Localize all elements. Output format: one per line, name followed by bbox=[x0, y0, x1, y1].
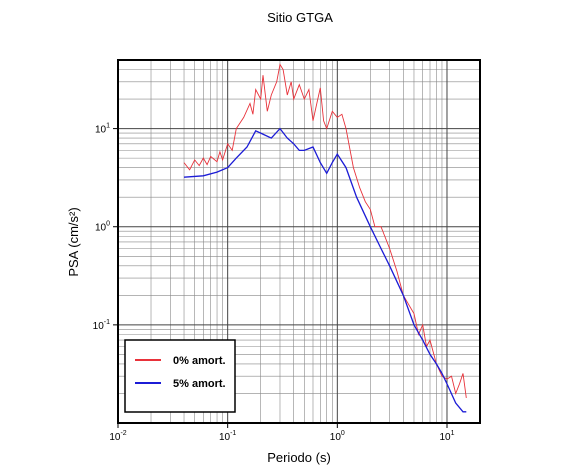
tick-label: 10-1 bbox=[219, 430, 236, 443]
tick-label: 101 bbox=[439, 430, 454, 443]
tick-label-exponent: 1 bbox=[106, 123, 110, 130]
tick-label-base: 10 bbox=[219, 432, 231, 443]
chart-title: Sitio GTGA bbox=[267, 10, 333, 25]
tick-label-exponent: -1 bbox=[104, 319, 110, 326]
plot-frame bbox=[117, 59, 481, 424]
tick-label: 101 bbox=[95, 123, 110, 136]
tick-label-base: 10 bbox=[439, 432, 451, 443]
data-line bbox=[183, 127, 467, 413]
tick-label-base: 10 bbox=[109, 432, 121, 443]
tick-label: 100 bbox=[330, 430, 345, 443]
tick-label-exponent: 0 bbox=[106, 221, 110, 228]
tick-label: 10-1 bbox=[93, 319, 110, 332]
legend-label: 5% amort. bbox=[173, 378, 226, 390]
x-axis-label: Periodo (s) bbox=[267, 450, 331, 465]
tick-label-base: 10 bbox=[95, 223, 107, 234]
tick-label-exponent: -2 bbox=[120, 430, 126, 437]
tick-label-exponent: 0 bbox=[341, 430, 345, 437]
tick-label-exponent: 1 bbox=[451, 430, 455, 437]
y-axis-label: PSA (cm/s²) bbox=[66, 207, 81, 276]
legend-box bbox=[124, 339, 236, 413]
data-line bbox=[183, 63, 467, 398]
legend-label: 0% amort. bbox=[173, 355, 226, 367]
tick-label-exponent: -1 bbox=[230, 430, 236, 437]
tick-label-base: 10 bbox=[330, 432, 342, 443]
tick-label-base: 10 bbox=[95, 125, 107, 136]
tick-label-base: 10 bbox=[93, 321, 105, 332]
tick-label: 10-2 bbox=[109, 430, 126, 443]
tick-label: 100 bbox=[95, 221, 110, 234]
